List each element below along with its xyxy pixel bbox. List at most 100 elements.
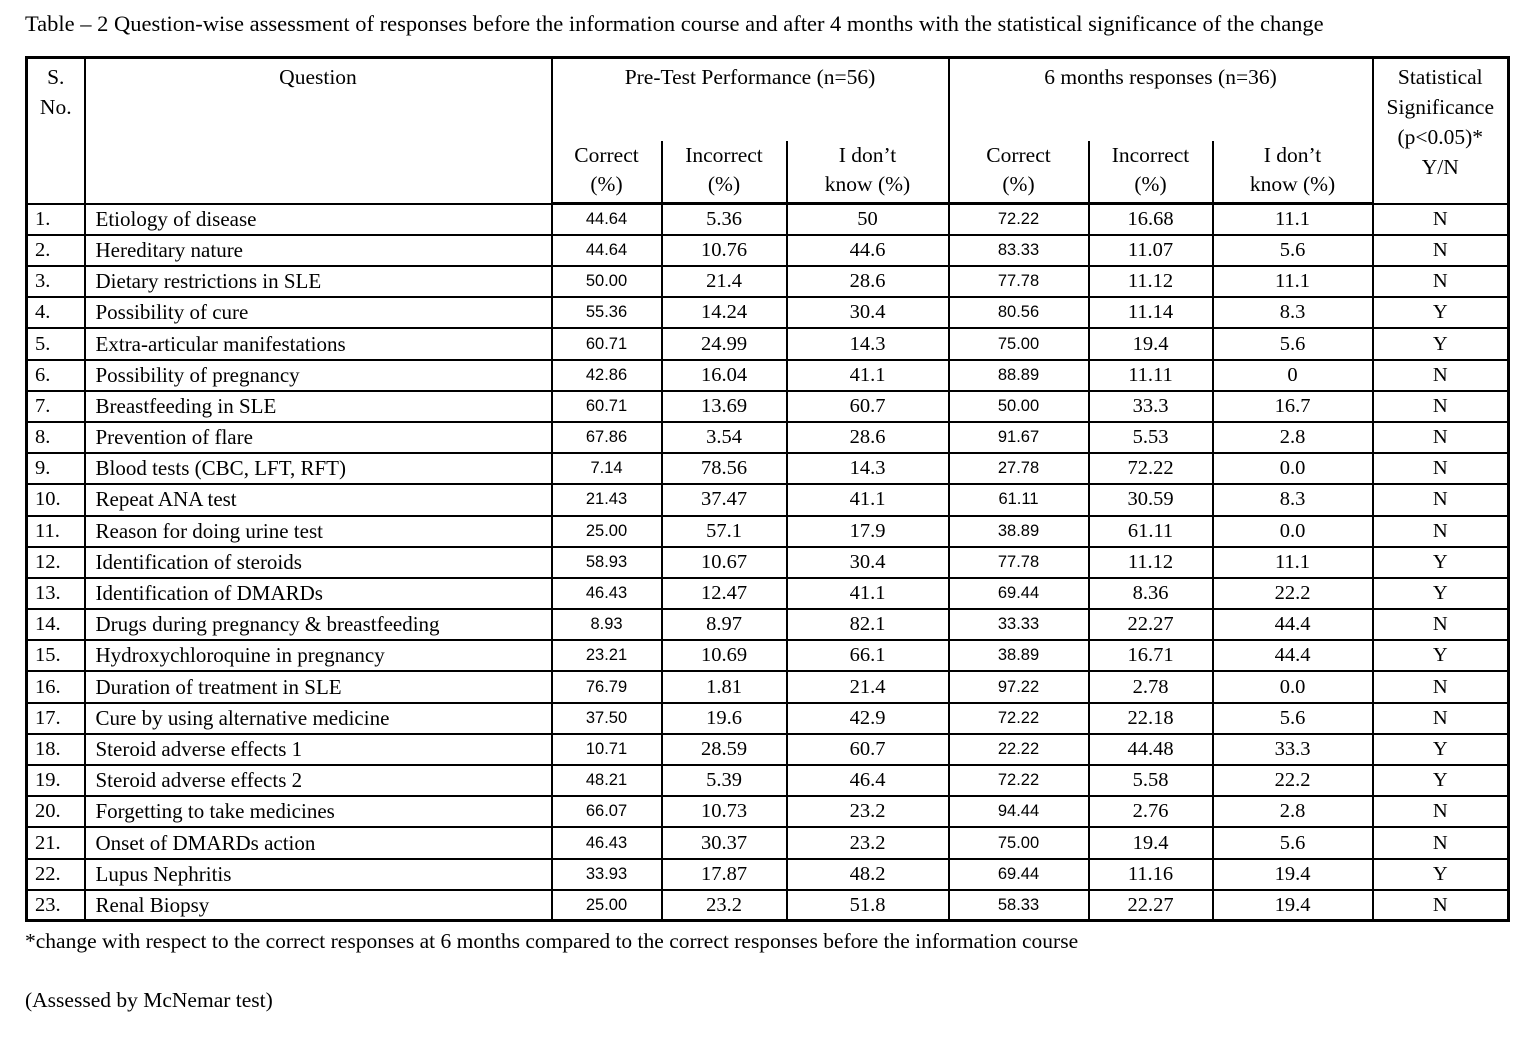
post-incorrect-cell: 22.27 (1087, 888, 1214, 922)
post-correct-cell: 75.00 (947, 327, 1090, 361)
question-cell: Etiology of disease (83, 202, 553, 236)
row-number: 5. (25, 327, 86, 361)
table-row: 20. Forgetting to take medicines 66.07 1… (25, 795, 1510, 829)
pre-dontknow-cell: 60.7 (785, 732, 950, 767)
table-row: 9. Blood tests (CBC, LFT, RFT) 7.14 78.5… (25, 452, 1510, 486)
row-number: 9. (25, 452, 86, 486)
post-incorrect-cell: 5.58 (1087, 764, 1214, 798)
post-correct-cell: 69.44 (947, 857, 1090, 891)
row-number: 22. (25, 857, 86, 891)
pre-dontknow-cell: 28.6 (785, 265, 950, 299)
row-number: 23. (25, 888, 86, 922)
pre-correct-cell: 33.93 (550, 857, 663, 891)
post-correct-cell: 97.22 (947, 670, 1090, 704)
assessment-table: S. No. Question Pre-Test Performance (n=… (25, 55, 1511, 923)
row-number: 16. (25, 670, 86, 704)
post-dontknow-cell: 0.0 (1211, 670, 1374, 704)
post-dontknow-cell: 11.1 (1211, 265, 1374, 299)
post-correct-cell: 38.89 (947, 514, 1090, 548)
post-incorrect-cell: 44.48 (1087, 732, 1214, 767)
table-body: 1. Etiology of disease 44.64 5.36 50 72.… (25, 202, 1510, 922)
pre-dontknow-cell: 14.3 (785, 327, 950, 361)
post-correct-cell: 33.33 (947, 608, 1090, 642)
col-header-post-incorrect: Incorrect (%) (1087, 141, 1214, 206)
question-cell: Steroid adverse effects 1 (83, 732, 553, 767)
post-correct-cell: 38.89 (947, 639, 1090, 673)
post-dontknow-cell: 2.8 (1211, 420, 1374, 455)
post-dontknow-cell: 11.1 (1211, 202, 1374, 236)
post-correct-cell: 69.44 (947, 576, 1090, 611)
post-incorrect-cell: 22.18 (1087, 701, 1214, 735)
header-sub-row: Correct (%) Incorrect (%) I don’t know (… (27, 141, 1509, 206)
post-incorrect-cell: 33.3 (1087, 389, 1214, 423)
col-group-pretest: Pre-Test Performance (n=56) (550, 56, 950, 142)
post-correct-cell: 58.33 (947, 888, 1090, 922)
significance-cell: N (1371, 265, 1510, 299)
question-cell: Hereditary nature (83, 233, 553, 268)
table-caption: Table – 2 Question-wise assessment of re… (25, 11, 1324, 36)
post-correct-cell: 27.78 (947, 452, 1090, 486)
table-row: 6. Possibility of pregnancy 42.86 16.04 … (25, 358, 1510, 392)
question-cell: Lupus Nephritis (83, 857, 553, 891)
col-header-pre-dontknow: I don’t know (%) (785, 141, 950, 206)
row-number: 15. (25, 639, 86, 673)
pre-incorrect-cell: 5.39 (660, 764, 788, 798)
question-cell: Onset of DMARDs action (83, 826, 553, 860)
table-row: 22. Lupus Nephritis 33.93 17.87 48.2 69.… (25, 857, 1510, 891)
post-correct-cell: 91.67 (947, 420, 1090, 455)
post-incorrect-cell: 11.12 (1087, 265, 1214, 299)
significance-cell: Y (1371, 296, 1510, 330)
pre-correct-cell: 76.79 (550, 670, 663, 704)
pre-incorrect-cell: 16.04 (660, 358, 788, 392)
post-incorrect-cell: 11.07 (1087, 233, 1214, 268)
table-row: 12. Identification of steroids 58.93 10.… (25, 545, 1510, 579)
table-row: 23. Renal Biopsy 25.00 23.2 51.8 58.33 2… (25, 888, 1510, 922)
pre-incorrect-cell: 13.69 (660, 389, 788, 423)
pre-incorrect-cell: 10.67 (660, 545, 788, 579)
row-number: 21. (25, 826, 86, 860)
question-cell: Prevention of flare (83, 420, 553, 455)
post-correct-cell: 80.56 (947, 296, 1090, 330)
post-dontknow-cell: 11.1 (1211, 545, 1374, 579)
pre-correct-cell: 37.50 (550, 701, 663, 735)
table-row: 3. Dietary restrictions in SLE 50.00 21.… (25, 265, 1510, 299)
pre-correct-cell: 60.71 (550, 327, 663, 361)
pre-dontknow-cell: 51.8 (785, 888, 950, 922)
row-number: 3. (25, 265, 86, 299)
pre-incorrect-cell: 10.76 (660, 233, 788, 268)
pre-dontknow-cell: 42.9 (785, 701, 950, 735)
table-row: 4. Possibility of cure 55.36 14.24 30.4 … (25, 296, 1510, 330)
pre-correct-cell: 46.43 (550, 826, 663, 860)
post-incorrect-cell: 16.71 (1087, 639, 1214, 673)
question-cell: Extra-articular manifestations (83, 327, 553, 361)
question-cell: Hydroxychloroquine in pregnancy (83, 639, 553, 673)
post-correct-cell: 77.78 (947, 545, 1090, 579)
significance-cell: N (1371, 670, 1510, 704)
pre-correct-cell: 46.43 (550, 576, 663, 611)
post-dontknow-cell: 22.2 (1211, 764, 1374, 798)
post-incorrect-cell: 8.36 (1087, 576, 1214, 611)
pre-correct-cell: 55.36 (550, 296, 663, 330)
significance-cell: N (1371, 514, 1510, 548)
pre-dontknow-cell: 41.1 (785, 358, 950, 392)
pre-dontknow-cell: 23.2 (785, 795, 950, 829)
significance-cell: Y (1371, 639, 1510, 673)
post-dontknow-cell: 0.0 (1211, 514, 1374, 548)
post-incorrect-cell: 11.12 (1087, 545, 1214, 579)
pre-dontknow-cell: 14.3 (785, 452, 950, 486)
post-dontknow-cell: 2.8 (1211, 795, 1374, 829)
pre-incorrect-cell: 1.81 (660, 670, 788, 704)
question-cell: Dietary restrictions in SLE (83, 265, 553, 299)
post-dontknow-cell: 16.7 (1211, 389, 1374, 423)
pre-incorrect-cell: 10.73 (660, 795, 788, 829)
pre-correct-cell: 25.00 (550, 888, 663, 922)
post-dontknow-cell: 0 (1211, 358, 1374, 392)
pre-incorrect-cell: 19.6 (660, 701, 788, 735)
table-row: 5. Extra-articular manifestations 60.71 … (25, 327, 1510, 361)
pre-correct-cell: 60.71 (550, 389, 663, 423)
pre-incorrect-cell: 8.97 (660, 608, 788, 642)
row-number: 10. (25, 483, 86, 517)
col-header-sno: S. No. (25, 56, 86, 205)
post-dontknow-cell: 22.2 (1211, 576, 1374, 611)
table-row: 17. Cure by using alternative medicine 3… (25, 701, 1510, 735)
